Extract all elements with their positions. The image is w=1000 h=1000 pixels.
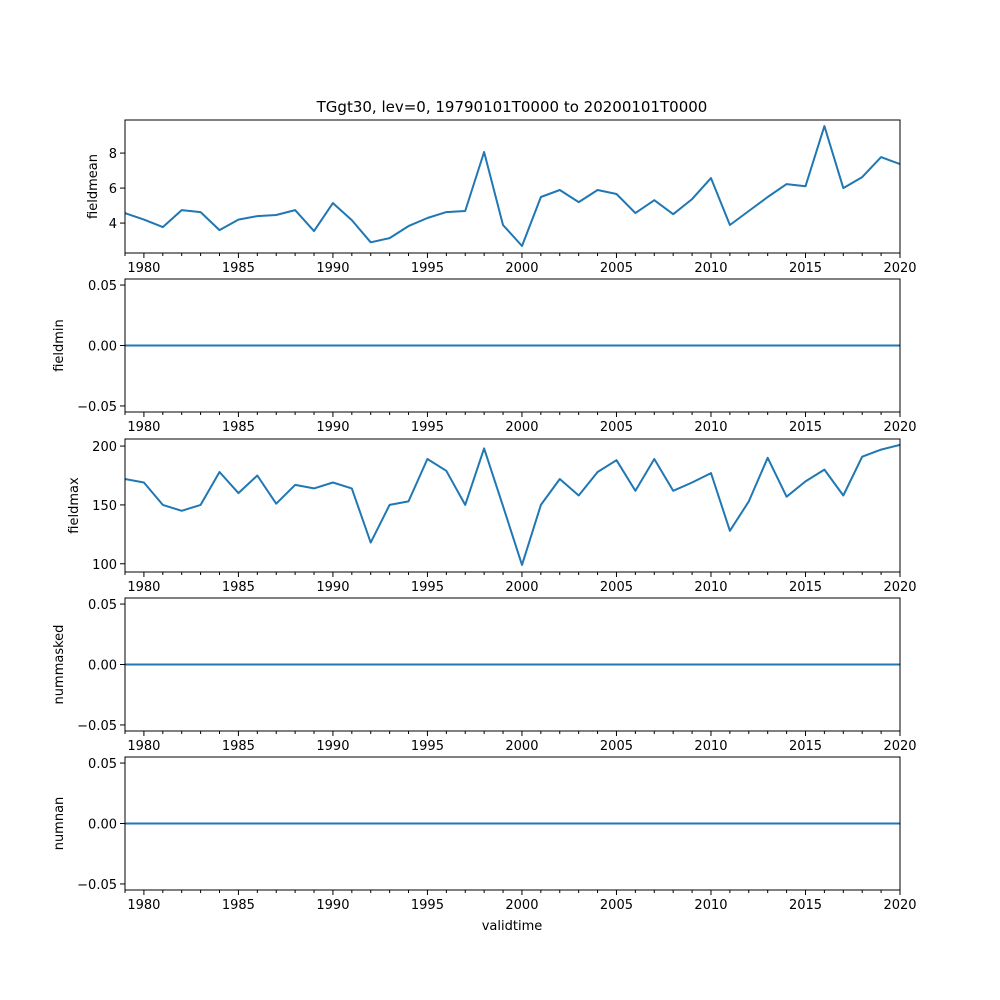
subplot-fieldmax: 1980 1985 1990 1995 2000 2005 2010 2015 2020 100 1… xyxy=(67,438,917,595)
y-tick-label: 200 xyxy=(92,440,117,455)
x-tick-label: 2015 xyxy=(789,580,822,595)
x-axis-label: validtime xyxy=(482,919,543,934)
y-tick-label: 0.00 xyxy=(88,659,117,674)
x-tick-label: 2005 xyxy=(600,580,633,595)
y-axis-label: fieldmax xyxy=(67,477,82,534)
axes-frame xyxy=(124,438,901,573)
fieldmax-line xyxy=(124,443,901,566)
y-axis-label: nummasked xyxy=(52,625,67,705)
x-tick-label: 1985 xyxy=(222,898,255,913)
x-tick-label: 2000 xyxy=(505,739,538,754)
x-tick-label: 2010 xyxy=(694,739,727,754)
y-tick-label: 0.00 xyxy=(88,818,117,833)
x-tick-label: 1980 xyxy=(127,420,160,435)
x-tick-label: 1980 xyxy=(127,898,160,913)
y-tick-label: 0.05 xyxy=(88,598,117,613)
y-tick-label: −0.05 xyxy=(77,400,117,415)
x-tick-label: 1990 xyxy=(316,261,349,276)
subplot-fieldmean: 1980 1985 1990 1995 2000 2005 2010 2015 2020 4 6 8f… xyxy=(86,119,917,276)
x-tick-label: 2020 xyxy=(883,898,916,913)
x-tick-label: 2010 xyxy=(694,420,727,435)
x-tick-label: 1990 xyxy=(316,580,349,595)
x-tick-label: 1990 xyxy=(316,420,349,435)
x-tick-label: 2000 xyxy=(505,420,538,435)
x-tick-label: 1980 xyxy=(127,580,160,595)
y-tick-label: 6 xyxy=(109,182,117,197)
x-tick-label: 2000 xyxy=(505,261,538,276)
x-tick-label: 2015 xyxy=(789,261,822,276)
axes-frame xyxy=(124,119,901,254)
x-tick-label: 1995 xyxy=(411,420,444,435)
y-tick-label: 4 xyxy=(109,217,117,232)
subplot-fieldmin: 1980 1985 1990 1995 2000 2005 2010 2015 2020 −0.0… xyxy=(52,278,917,435)
y-tick-label: 100 xyxy=(92,558,117,573)
fieldmean-line xyxy=(124,125,901,247)
y-tick-label: 0.00 xyxy=(88,340,117,355)
y-tick-label: −0.05 xyxy=(77,719,117,734)
x-tick-label: 2010 xyxy=(694,261,727,276)
x-tick-label: 1980 xyxy=(127,739,160,754)
x-tick-label: 2020 xyxy=(883,580,916,595)
y-axis-label: fieldmin xyxy=(52,319,67,372)
y-tick-label: 150 xyxy=(92,499,117,514)
y-tick-label: 0.05 xyxy=(88,279,117,294)
x-tick-label: 1995 xyxy=(411,898,444,913)
x-tick-label: 2015 xyxy=(789,739,822,754)
x-tick-label: 1980 xyxy=(127,261,160,276)
subplot-nummasked: 1980 1985 1990 1995 2000 2005 2010 2015 2020 −0.0… xyxy=(52,597,917,754)
x-tick-label: 1985 xyxy=(222,739,255,754)
x-tick-label: 1995 xyxy=(411,261,444,276)
y-axis-label: numnan xyxy=(52,797,67,851)
chart-title: TGgt30, lev=0, 19790101T0000 to 20200101… xyxy=(316,98,708,116)
x-tick-label: 1985 xyxy=(222,420,255,435)
y-tick-label: 0.05 xyxy=(88,757,117,772)
x-tick-label: 2005 xyxy=(600,739,633,754)
x-tick-label: 2020 xyxy=(883,261,916,276)
x-tick-label: 2005 xyxy=(600,420,633,435)
x-tick-label: 1995 xyxy=(411,580,444,595)
y-axis-label: fieldmean xyxy=(86,154,101,219)
y-tick-label: 8 xyxy=(109,147,117,162)
x-tick-label: 2010 xyxy=(694,898,727,913)
x-tick-label: 1985 xyxy=(222,261,255,276)
x-tick-label: 2010 xyxy=(694,580,727,595)
x-tick-label: 2000 xyxy=(505,580,538,595)
x-tick-label: 1995 xyxy=(411,739,444,754)
x-tick-label: 2005 xyxy=(600,898,633,913)
x-tick-label: 2015 xyxy=(789,898,822,913)
x-tick-label: 1990 xyxy=(316,898,349,913)
x-tick-label: 2000 xyxy=(505,898,538,913)
x-tick-label: 2005 xyxy=(600,261,633,276)
subplot-numnan: 1980 1985 1990 1995 2000 2005 2010 2015 2020 −0.0… xyxy=(52,756,917,913)
x-tick-label: 2020 xyxy=(883,739,916,754)
x-tick-label: 1985 xyxy=(222,580,255,595)
x-tick-label: 2015 xyxy=(789,420,822,435)
x-tick-label: 2020 xyxy=(883,420,916,435)
x-tick-label: 1990 xyxy=(316,739,349,754)
y-tick-label: −0.05 xyxy=(77,878,117,893)
